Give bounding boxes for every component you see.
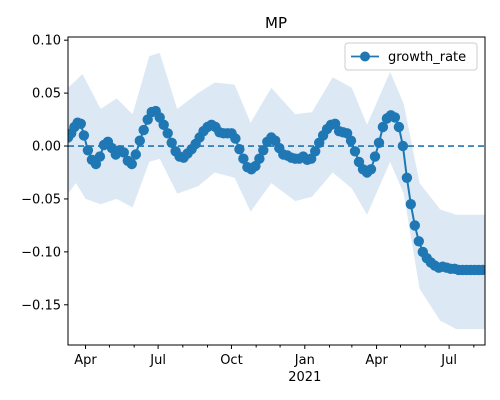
x-axis: Apr Jul Oct Jan Apr Jul [74,345,475,368]
series-marker-layer [68,105,485,276]
y-tick-label: 0.00 [32,140,61,155]
x-tick-label: Apr [74,353,97,368]
data-point [130,149,141,160]
data-point [373,137,385,148]
legend-entry-growth-rate: growth_rate [388,50,466,65]
y-axis: 0.10 0.05 0.00 −0.05 −0.10 −0.15 [21,34,68,313]
plot-frame [67,36,486,346]
data-point [389,112,401,123]
data-point [397,140,409,152]
data-point [126,158,137,170]
data-point [230,133,241,144]
data-point [377,121,389,133]
data-point [254,153,265,164]
data-point [413,236,424,247]
y-tick-label: −0.10 [21,245,61,260]
data-point [234,144,245,155]
x-tick-label: Jul [149,353,166,368]
y-tick-label: 0.10 [32,34,61,49]
data-point [477,264,485,276]
data-point [118,147,129,158]
data-point [166,137,177,148]
data-point [238,153,249,164]
y-tick-label: 0.05 [32,87,61,102]
x-tick-label: Jul [440,353,457,368]
data-point [158,119,169,130]
legend-box [344,42,478,71]
y-tick-label: −0.15 [21,298,61,313]
data-point [369,151,381,162]
data-point [401,172,413,183]
x-tick-label: Oct [220,353,242,368]
x-year-label: 2021 [288,370,321,385]
uncertainty-band [68,52,485,330]
legend: growth_rate [344,42,478,71]
data-point [78,130,90,141]
data-point [409,220,420,231]
data-point [405,199,416,210]
data-point [310,146,321,157]
data-point [365,164,377,175]
x-tick-label: Apr [365,353,388,368]
uncertainty-band-layer [68,52,485,330]
data-point [258,145,269,156]
data-point [138,124,149,136]
data-point [393,121,405,133]
data-point [345,135,357,146]
chart-title: MP [265,14,287,32]
x-tick-label: Jan [294,353,315,368]
data-point [134,135,145,146]
legend-marker-swatch [360,51,370,62]
data-point [94,151,106,162]
data-point [349,146,361,157]
data-point [82,145,94,156]
data-point [162,128,173,139]
y-tick-label: −0.05 [21,192,61,207]
data-point [75,118,87,129]
